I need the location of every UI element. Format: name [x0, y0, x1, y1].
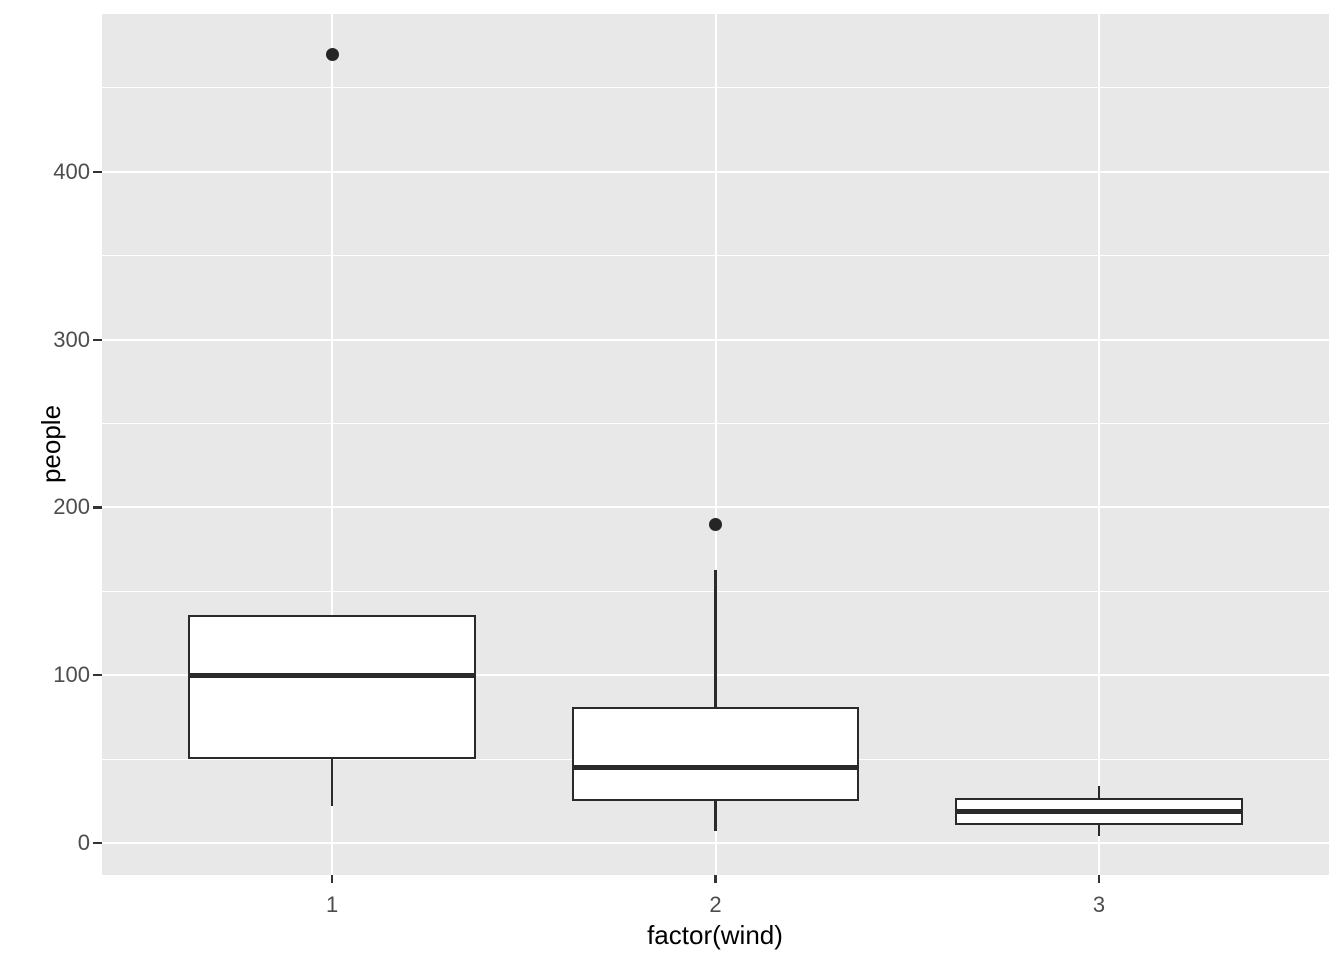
- gridline-major-x: [714, 14, 717, 875]
- x-tick-mark: [330, 875, 334, 883]
- gridline-major-x: [331, 14, 334, 875]
- y-tick-label: 300: [53, 326, 90, 352]
- whisker-upper: [1097, 786, 1101, 798]
- x-tick-label: 2: [709, 892, 722, 917]
- gridline-major-x: [1097, 14, 1100, 875]
- whisker-lower: [330, 759, 334, 807]
- y-tick-mark: [93, 674, 102, 677]
- whisker-upper: [714, 569, 717, 708]
- y-axis-title: people: [36, 404, 67, 484]
- y-tick-mark: [93, 506, 102, 509]
- box: [188, 614, 476, 760]
- x-tick-mark: [714, 875, 717, 883]
- y-tick-label: 100: [53, 662, 90, 688]
- outlier-point: [325, 47, 339, 61]
- box-median: [955, 808, 1243, 814]
- x-tick-label: 1: [325, 892, 339, 917]
- y-tick-label: 0: [77, 830, 90, 856]
- x-tick-label: 3: [1092, 892, 1106, 917]
- y-tick-mark: [93, 170, 102, 173]
- x-axis-title: factor(wind): [647, 920, 783, 950]
- plot-panel: [102, 14, 1329, 875]
- box-median: [571, 765, 860, 771]
- y-tick-mark: [93, 842, 102, 845]
- x-tick-mark: [1097, 875, 1101, 883]
- whisker-lower: [714, 801, 717, 832]
- box-median: [188, 672, 476, 678]
- y-tick-mark: [93, 338, 102, 341]
- y-tick-label: 400: [53, 158, 90, 184]
- y-tick-label: 200: [53, 494, 90, 520]
- box: [571, 707, 860, 802]
- whisker-lower: [1097, 824, 1101, 837]
- outlier-point: [709, 517, 722, 531]
